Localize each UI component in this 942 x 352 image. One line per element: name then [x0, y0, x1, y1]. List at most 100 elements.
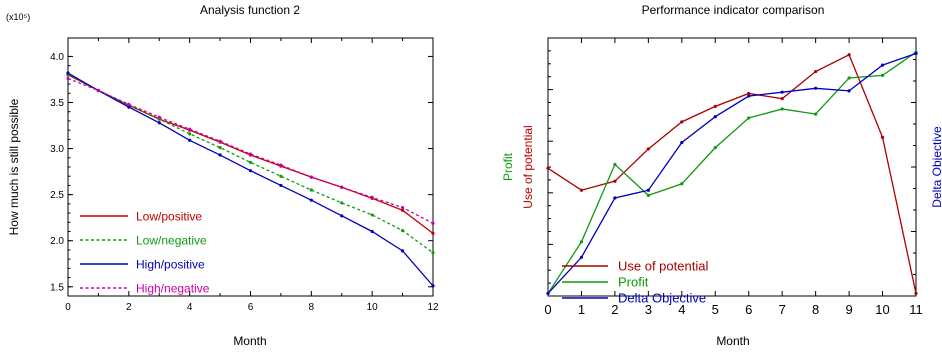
- data-point: [713, 115, 717, 119]
- series-line: [67, 77, 434, 224]
- x-tick-label: 2: [126, 302, 132, 313]
- data-point: [880, 63, 885, 67]
- x-tick-label: 4: [187, 302, 193, 313]
- data-point: [546, 166, 550, 170]
- data-point: [847, 76, 851, 80]
- data-point: [400, 249, 405, 253]
- data-point: [218, 153, 222, 157]
- chart-right-ylabel-delta-objective: Delta Objective: [930, 126, 942, 208]
- chart-left-xlabel: Month: [233, 334, 266, 348]
- chart-left: Analysis function 2 (x10⁵) 0 2 4 6 8 10 12 1.5…: [6, 3, 439, 348]
- data-point: [218, 146, 222, 150]
- data-point: [188, 132, 192, 136]
- chart-right-x-ticks: 0 1 2 3 4 5 6 7 8 9 10 11: [544, 38, 923, 317]
- y-tick-label: 2.5: [50, 190, 64, 201]
- data-point: [188, 138, 192, 142]
- chart-left-series: [66, 71, 435, 288]
- data-point: [579, 188, 584, 192]
- legend-label: High/positive: [136, 258, 205, 272]
- data-point: [880, 135, 885, 139]
- series-line: [547, 52, 917, 294]
- data-point: [780, 107, 784, 111]
- data-point: [431, 284, 435, 288]
- data-point: [847, 53, 851, 57]
- data-point: [340, 214, 344, 218]
- x-tick-label: 7: [779, 302, 786, 317]
- data-point: [579, 240, 584, 244]
- x-tick-label: 6: [248, 302, 254, 313]
- data-point: [309, 198, 313, 202]
- data-point: [646, 147, 650, 151]
- data-point: [747, 91, 751, 96]
- data-point: [847, 89, 851, 93]
- data-point: [431, 231, 435, 235]
- x-tick-label: 11: [909, 302, 923, 317]
- legend-label: Use of potential: [618, 259, 708, 274]
- data-point: [188, 127, 192, 131]
- data-point: [279, 183, 283, 188]
- data-point: [400, 205, 405, 210]
- x-tick-label: 3: [645, 302, 652, 317]
- chart-right-ylabel-profit: Profit: [501, 152, 515, 181]
- chart-left-x-ticks: 0 2 4 6 8 10 12: [65, 38, 439, 313]
- data-point: [370, 229, 374, 234]
- x-tick-label: 6: [745, 302, 752, 317]
- chart-right-series: [546, 50, 918, 296]
- data-point: [814, 86, 818, 90]
- data-point: [646, 188, 650, 192]
- data-point: [613, 179, 617, 183]
- data-point: [309, 175, 313, 179]
- x-tick-label: 8: [309, 302, 315, 313]
- data-point: [747, 94, 751, 98]
- data-point: [279, 163, 283, 167]
- data-point: [914, 51, 918, 56]
- data-point: [713, 104, 717, 108]
- chart-right: Performance indicator comparison 0 1 2 3 4 5 6…: [501, 3, 942, 348]
- chart-left-ylabel: How much is still possible: [7, 98, 21, 235]
- legend-label: Low/negative: [136, 234, 207, 248]
- data-point: [127, 102, 131, 106]
- legend-label: High/negative: [136, 282, 210, 296]
- data-point: [370, 195, 374, 200]
- y-tick-label: 2.0: [50, 236, 64, 247]
- data-point: [370, 213, 374, 217]
- data-point: [340, 201, 344, 205]
- data-point: [279, 174, 283, 178]
- legend-label: Profit: [618, 275, 649, 290]
- x-tick-label: 10: [875, 302, 889, 317]
- chart-left-legend: Low/positive Low/negative High/positive Hig…: [80, 210, 210, 296]
- data-point: [680, 120, 684, 124]
- data-point: [66, 76, 70, 81]
- y-tick-label: 1.5: [50, 282, 64, 293]
- data-point: [157, 115, 161, 119]
- data-point: [780, 97, 784, 101]
- data-point: [157, 121, 161, 125]
- data-point: [400, 208, 405, 212]
- x-tick-label: 10: [367, 302, 379, 313]
- x-tick-label: 1: [578, 302, 585, 317]
- data-point: [780, 90, 784, 94]
- x-tick-label: 0: [65, 302, 71, 313]
- x-tick-label: 9: [845, 302, 852, 317]
- x-tick-label: 2: [611, 302, 618, 317]
- legend-label: Delta Objective: [618, 291, 706, 306]
- x-tick-label: 8: [812, 302, 819, 317]
- data-point: [646, 193, 650, 197]
- data-point: [680, 140, 684, 145]
- data-point: [613, 196, 617, 200]
- data-point: [248, 160, 253, 164]
- data-point: [248, 152, 253, 156]
- data-point: [96, 88, 101, 93]
- chart-right-ylabel-use-of-potential: Use of potential: [521, 125, 535, 208]
- y-tick-label: 4.0: [50, 52, 64, 63]
- chart-right-xlabel: Month: [716, 334, 749, 348]
- data-point: [431, 251, 435, 255]
- data-point: [66, 71, 70, 75]
- data-point: [914, 291, 918, 296]
- data-point: [400, 228, 405, 233]
- data-point: [248, 169, 253, 173]
- chart-left-title: Analysis function 2: [200, 3, 300, 17]
- data-point: [814, 69, 818, 74]
